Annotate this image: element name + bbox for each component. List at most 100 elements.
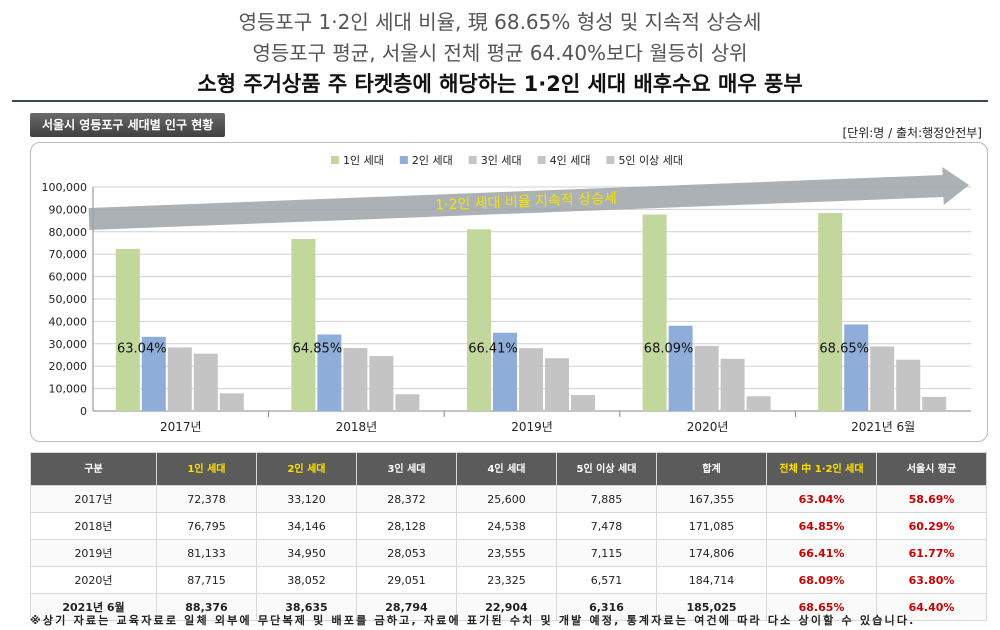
- cell-seoul: 63.80%: [876, 566, 987, 594]
- bar-4-person: [369, 356, 394, 411]
- bar-1-person: [818, 213, 843, 411]
- legend-swatch: [606, 156, 615, 164]
- bar-2-person: [141, 336, 166, 411]
- y-tick-label: 20,000: [49, 360, 88, 373]
- bar-3-person: [343, 347, 368, 411]
- bar-3-person: [870, 346, 895, 411]
- legend-swatch: [399, 156, 408, 164]
- cell-five: 6,316: [556, 593, 657, 621]
- cell-total: 171,085: [656, 512, 767, 540]
- cell-year: 2021년 6월: [30, 593, 157, 621]
- legend-swatch: [468, 156, 477, 164]
- y-tick-label: 0: [80, 405, 87, 418]
- household-bar-chart: 0 10,000 20,000 30,000 40,000 50,000 60,000 70,…: [42, 154, 971, 434]
- cell-seoul: 60.29%: [876, 512, 987, 540]
- header-three-person: 3인 세대: [356, 452, 457, 486]
- header-category: 구분: [30, 452, 157, 486]
- bar-2-person: [844, 324, 869, 411]
- cell-two: 38,052: [256, 566, 357, 594]
- ratio-data-label: 68.65%: [819, 341, 869, 356]
- table-row: 2021년 6월 88,376 38,635 28,794 22,904 6,3…: [30, 593, 987, 621]
- cell-five: 7,478: [556, 512, 657, 540]
- headline-line-1: 영등포구 1·2인 세대 비율, 現 68.65% 형성 및 지속적 상승세: [238, 10, 762, 34]
- bar-2-person: [317, 334, 342, 411]
- bar-4-person: [545, 358, 569, 411]
- bar-5-person: [746, 396, 771, 411]
- bar-2-person: [668, 325, 693, 411]
- cell-three: 28,128: [356, 512, 457, 540]
- cell-year: 2019년: [30, 539, 157, 567]
- cell-total: 174,806: [656, 539, 767, 567]
- cell-five: 7,885: [556, 485, 657, 513]
- bar-4-person: [720, 358, 745, 411]
- ratio-data-label: 68.09%: [644, 341, 694, 356]
- bar-5-person: [571, 395, 595, 411]
- bar-5-person: [395, 394, 420, 411]
- y-tick-label: 10,000: [49, 383, 88, 396]
- cell-ratio: 66.41%: [766, 539, 877, 567]
- header-divider: [12, 100, 988, 102]
- x-tick-label: 2020년: [687, 420, 729, 434]
- bar-1-person: [642, 214, 667, 411]
- y-tick-label: 40,000: [49, 315, 88, 328]
- cell-one: 81,133: [156, 539, 257, 567]
- header-ratio: 전체 中 1·2인 세대: [766, 452, 877, 486]
- ratio-data-label: 63.04%: [117, 341, 167, 356]
- bar-5-person: [219, 393, 244, 411]
- y-tick-label: 90,000: [49, 203, 88, 216]
- table-row: 2017년 72,378 33,120 28,372 25,600 7,885 …: [30, 485, 987, 513]
- cell-three: 28,372: [356, 485, 457, 513]
- ratio-data-label: 66.41%: [468, 341, 518, 356]
- cell-year: 2020년: [30, 566, 157, 594]
- cell-three: 28,053: [356, 539, 457, 567]
- legend-label: 2인 세대: [412, 154, 453, 167]
- bar-3-person: [167, 347, 192, 411]
- header-four-person: 4인 세대: [456, 452, 557, 486]
- x-tick-label: 2018년: [336, 420, 378, 434]
- legend-swatch: [537, 156, 546, 164]
- y-tick-label: 100,000: [42, 181, 88, 194]
- section-title: 서울시 영등포구 세대별 인구 현황: [30, 113, 226, 137]
- cell-four: 22,904: [456, 593, 557, 621]
- unit-source-note: [단위:명 / 출처:행정안전부]: [842, 126, 982, 140]
- header-seoul-avg: 서울시 평균: [876, 452, 987, 486]
- bar-1-person: [467, 229, 491, 411]
- cell-five: 6,571: [556, 566, 657, 594]
- cell-year: 2018년: [30, 512, 157, 540]
- cell-ratio: 68.09%: [766, 566, 877, 594]
- x-tick-label: 2019년: [511, 420, 553, 434]
- cell-four: 24,538: [456, 512, 557, 540]
- bar-3-person: [519, 348, 543, 411]
- y-tick-label: 70,000: [49, 248, 88, 261]
- cell-one: 87,715: [156, 566, 257, 594]
- cell-four: 25,600: [456, 485, 557, 513]
- cell-two: 33,120: [256, 485, 357, 513]
- cell-two: 34,146: [256, 512, 357, 540]
- cell-five: 7,115: [556, 539, 657, 567]
- trend-arrow: [88, 167, 970, 230]
- bar-4-person: [896, 359, 921, 411]
- cell-one: 76,795: [156, 512, 257, 540]
- cell-seoul: 61.77%: [876, 539, 987, 567]
- y-tick-label: 50,000: [49, 293, 88, 306]
- header-two-person: 2인 세대: [256, 452, 357, 486]
- headline-line-3: 소형 주거상품 주 타켓층에 해당하는 1·2인 세대 배후수요 매우 풍부: [197, 72, 803, 96]
- y-tick-label: 30,000: [49, 338, 88, 351]
- cell-ratio: 64.85%: [766, 512, 877, 540]
- table-row: 2018년 76,795 34,146 28,128 24,538 7,478 …: [30, 512, 987, 540]
- cell-year: 2017년: [30, 485, 157, 513]
- bar-5-person: [922, 396, 947, 411]
- x-tick-label: 2017년: [160, 420, 202, 434]
- headline-line-2: 영등포구 평균, 서울시 전체 평균 64.40%보다 월등히 상위: [252, 41, 748, 65]
- cell-total: 185,025: [656, 593, 767, 621]
- cell-ratio: 68.65%: [766, 593, 877, 621]
- legend-swatch: [331, 156, 339, 164]
- legend-label: 5인 이상 세대: [618, 154, 683, 167]
- bar-4-person: [193, 353, 218, 411]
- chart-panel: 0 10,000 20,000 30,000 40,000 50,000 60,000 70,…: [30, 142, 988, 442]
- bar-1-person: [291, 238, 316, 411]
- cell-seoul: 64.40%: [876, 593, 987, 621]
- y-tick-label: 60,000: [49, 271, 88, 284]
- cell-four: 23,555: [456, 539, 557, 567]
- legend-label: 3인 세대: [481, 154, 522, 167]
